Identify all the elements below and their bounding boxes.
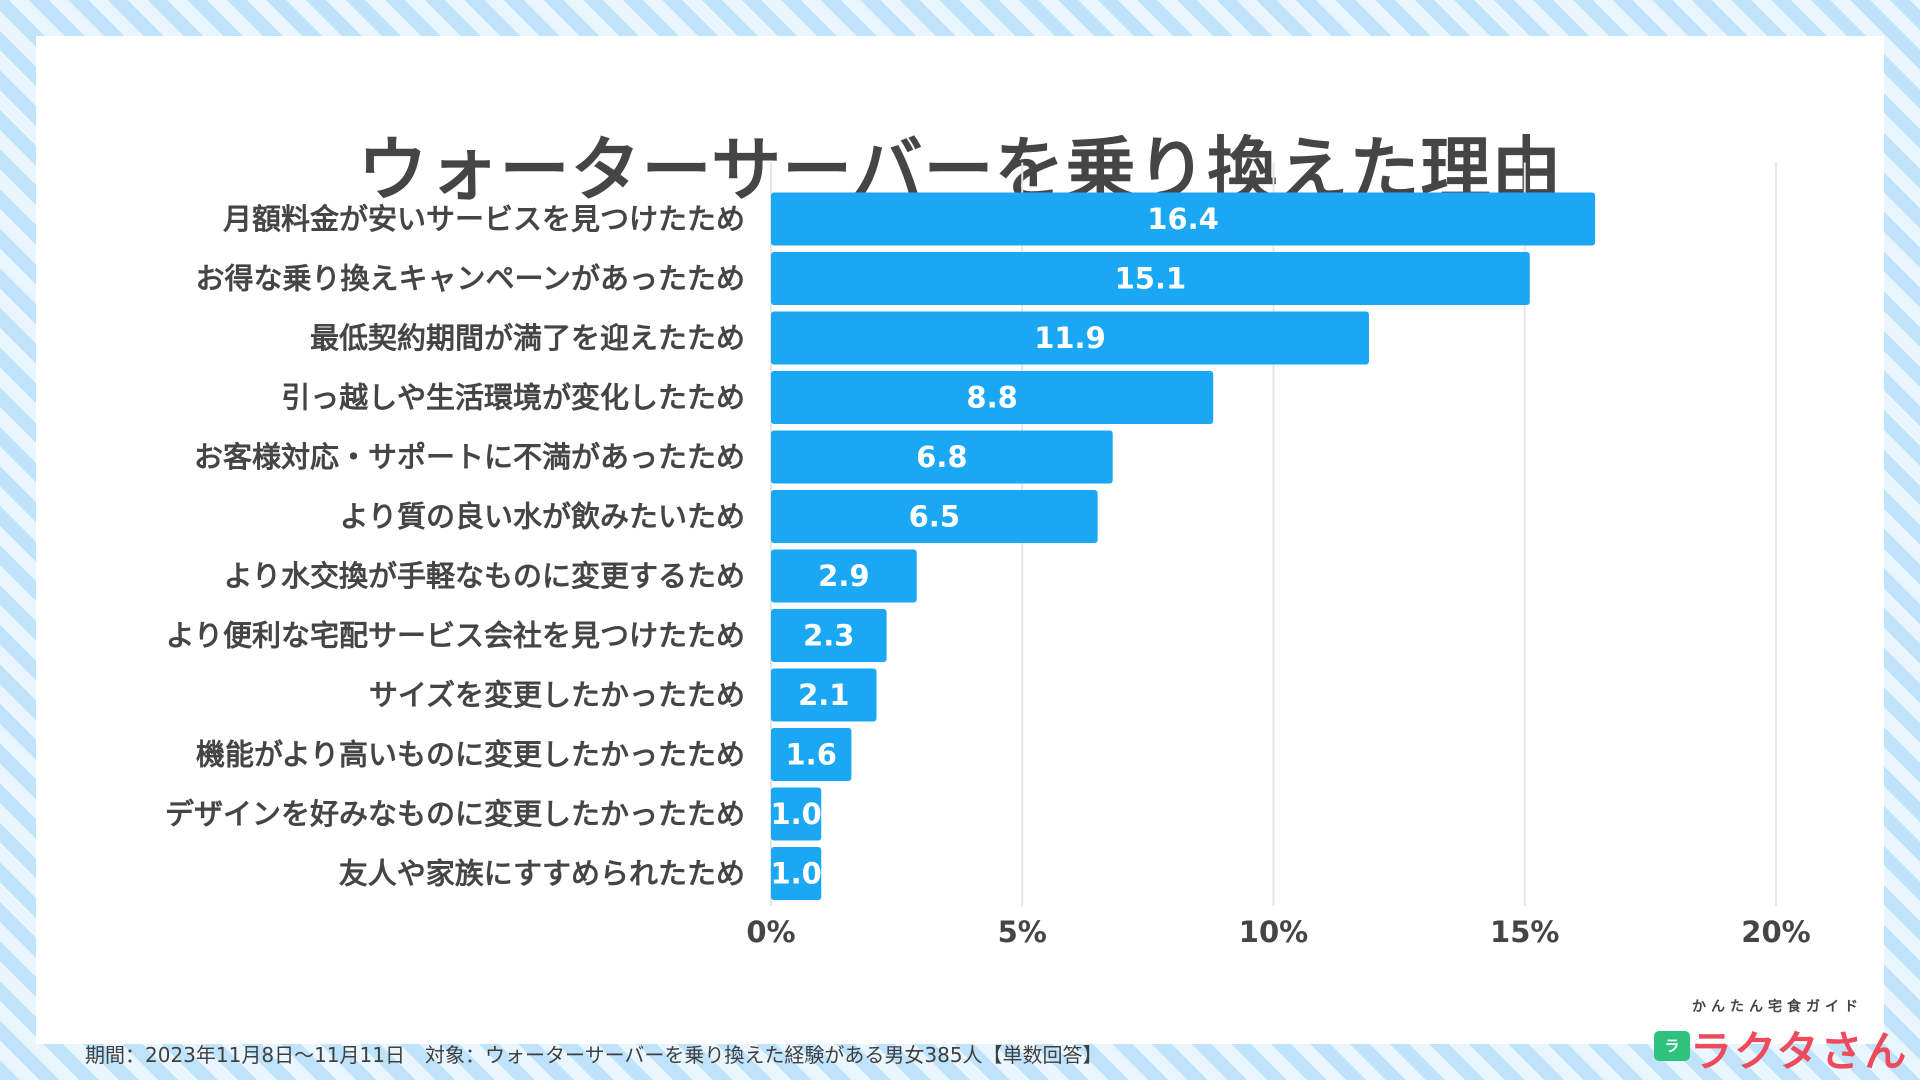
label-layer: 16.4 月額料金が安いサービスを見つけたため 15.1 お得な乗り換えキャンペーンが…: [165, 202, 1219, 891]
category-label: お得な乗り換えキャンペーンがあったため: [195, 262, 745, 296]
survey-footnote: 期間：2023年11月8日〜11月11日 対象：ウォーターサーバーを乗り換えた経…: [85, 1043, 1103, 1067]
bar-value-label: 11.9: [1034, 321, 1106, 355]
bar-8: [771, 668, 877, 722]
category-label: 引っ越しや生活環境が変化したため: [281, 381, 745, 415]
logo-badge-icon: ラ: [1654, 1031, 1690, 1061]
x-tick-label: 20%: [1741, 915, 1810, 949]
bar-4: [771, 430, 1113, 484]
bar-11: [771, 847, 822, 900]
bar-value-label: 1.6: [786, 738, 837, 772]
bar-5: [771, 490, 1098, 543]
bar-10: [771, 787, 822, 841]
bar-value-label: 15.1: [1115, 262, 1187, 296]
category-label: 友人や家族にすすめられたため: [339, 857, 745, 891]
x-tick-label: 15%: [1490, 915, 1559, 949]
bar-value-label: 2.1: [798, 678, 849, 712]
logo-tagline: かんたん宅食ガイド: [1692, 999, 1863, 1015]
bar-9: [771, 728, 852, 781]
bar-value-label: 1.0: [770, 797, 821, 831]
bar-value-label: 6.5: [909, 500, 960, 534]
bar-2: [771, 311, 1369, 365]
category-label: 最低契約期間が満了を迎えたため: [310, 321, 745, 355]
bar-layer: [771, 192, 1596, 900]
category-label: より便利な宅配サービス会社を見つけたため: [166, 619, 745, 653]
bar-value-label: 6.8: [916, 440, 967, 474]
bar-value-label: 1.0: [770, 857, 821, 891]
category-label: より質の良い水が飲みたいため: [340, 500, 745, 534]
category-label: お客様対応・サポートに不満があったため: [194, 440, 745, 474]
category-label: デザインを好みなものに変更したかったため: [165, 797, 745, 831]
brand-logo: かんたん宅食ガイド ラ ラクタさん: [1654, 996, 1914, 1076]
category-label: より水交換が手軽なものに変更するため: [224, 559, 745, 593]
category-label: 月額料金が安いサービスを見つけたため: [222, 202, 745, 236]
category-label: 機能がより高いものに変更したかったため: [196, 738, 745, 772]
bar-value-label: 16.4: [1147, 202, 1219, 236]
bar-0: [771, 192, 1596, 246]
x-axis-ticks: 0% 5% 10% 15% 20%: [746, 915, 1810, 949]
bar-6: [771, 549, 917, 603]
x-tick-label: 0%: [746, 915, 795, 949]
x-tick-label: 10%: [1239, 915, 1308, 949]
bar-value-label: 2.3: [803, 619, 854, 653]
bar-value-label: 8.8: [966, 381, 1017, 415]
x-tick-label: 5%: [998, 915, 1047, 949]
category-label: サイズを変更したかったため: [369, 678, 745, 712]
bar-3: [771, 371, 1214, 424]
bar-value-label: 2.9: [818, 559, 869, 593]
bar-1: [771, 252, 1530, 305]
logo-name: ラクタさん: [1690, 1027, 1909, 1076]
bar-7: [771, 609, 887, 662]
